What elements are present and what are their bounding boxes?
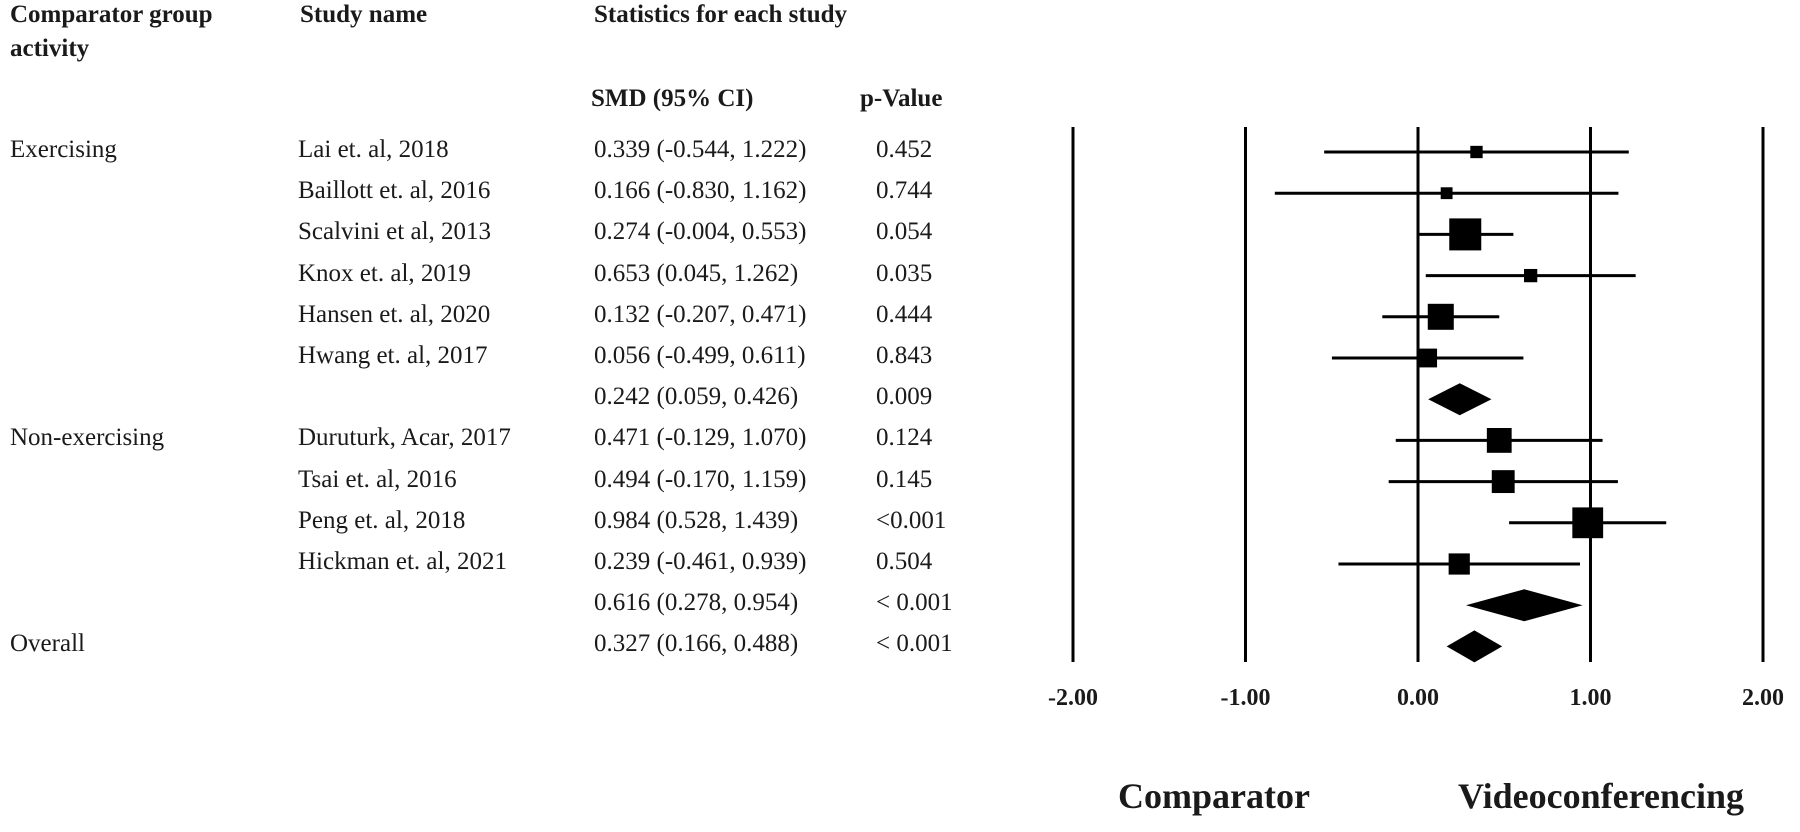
summary-diamond [1465, 589, 1583, 622]
smd-ci-cell: 0.239 (-0.461, 0.939) [594, 548, 807, 575]
smd-ci-cell: 0.274 (-0.004, 0.553) [594, 218, 807, 246]
group-cell: Overall [10, 630, 85, 658]
smd-ci-cell: 0.471 (-0.129, 1.070) [594, 424, 807, 452]
point-estimate-marker [1427, 303, 1454, 330]
point-estimate-marker [1448, 553, 1470, 575]
study-name-cell: Baillott et. al, 2016 [298, 177, 491, 205]
p-value-cell: 0.124 [876, 424, 933, 452]
p-value-cell: < 0.001 [876, 589, 953, 617]
summary-diamond [1428, 383, 1492, 416]
point-estimate-marker [1470, 145, 1483, 159]
study-name-cell: Hansen et. al, 2020 [298, 300, 491, 328]
x-tick-label: 2.00 [1742, 685, 1784, 711]
p-value-cell: 0.444 [876, 300, 933, 328]
study-name-cell: Peng et. al, 2018 [298, 506, 466, 534]
header-group: Comparator group activity [10, 0, 213, 66]
point-estimate-marker [1486, 428, 1512, 453]
p-value-cell: 0.035 [876, 259, 933, 287]
p-value-cell: < 0.001 [876, 630, 953, 658]
x-tick-label: 1.00 [1570, 685, 1612, 711]
smd-ci-cell: 0.166 (-0.830, 1.162) [594, 177, 807, 205]
p-value-cell: 0.054 [876, 218, 933, 246]
summary-diamond [1446, 630, 1503, 663]
study-name-cell: Lai et. al, 2018 [298, 136, 449, 163]
point-estimate-marker [1449, 218, 1482, 251]
study-name-cell: Hickman et. al, 2021 [298, 548, 507, 575]
point-estimate-marker [1572, 507, 1604, 539]
p-value-cell: 0.009 [876, 383, 933, 411]
study-name-cell: Scalvini et al, 2013 [298, 218, 492, 246]
header-p: p-Value [860, 85, 943, 112]
study-name-cell: Tsai et. al, 2016 [298, 465, 457, 493]
x-tick-label: -1.00 [1221, 685, 1271, 711]
study-name-cell: Knox et. al, 2019 [298, 259, 471, 287]
smd-ci-cell: 0.327 (0.166, 0.488) [594, 630, 799, 658]
x-tick-label: -2.00 [1048, 685, 1098, 711]
study-name-cell: Duruturk, Acar, 2017 [298, 424, 511, 452]
point-estimate-marker [1440, 187, 1453, 200]
smd-ci-cell: 0.056 (-0.499, 0.611) [594, 342, 806, 369]
favours-comparator-label: Comparator [1118, 776, 1310, 816]
x-tick-label: 0.00 [1397, 685, 1439, 711]
smd-ci-cell: 0.132 (-0.207, 0.471) [594, 300, 807, 328]
smd-ci-cell: 0.242 (0.059, 0.426) [594, 383, 799, 411]
p-value-cell: 0.452 [876, 136, 933, 163]
smd-ci-cell: 0.653 (0.045, 1.262) [594, 259, 799, 287]
header-smd: SMD (95% CI) [591, 85, 754, 112]
header-study: Study name [300, 1, 428, 28]
header-stats: Statistics for each study [594, 1, 848, 28]
point-estimate-marker [1418, 348, 1438, 368]
header-group-line1: Comparator group [10, 1, 213, 28]
point-estimate-marker [1491, 470, 1515, 494]
favours-videoconferencing-label: Videoconferencing [1458, 776, 1744, 816]
p-value-cell: 0.843 [876, 342, 933, 369]
p-value-cell: 0.145 [876, 465, 933, 493]
p-value-cell: <0.001 [876, 506, 947, 534]
smd-ci-cell: 0.616 (0.278, 0.954) [594, 589, 799, 617]
p-value-cell: 0.744 [876, 177, 933, 205]
group-cell: Non-exercising [10, 424, 165, 452]
group-cell: Exercising [10, 136, 117, 163]
header-group-line2: activity [10, 35, 90, 62]
smd-ci-cell: 0.339 (-0.544, 1.222) [594, 136, 807, 163]
study-name-cell: Hwang et. al, 2017 [298, 342, 488, 369]
point-estimate-marker [1524, 268, 1538, 283]
p-value-cell: 0.504 [876, 548, 933, 575]
smd-ci-cell: 0.984 (0.528, 1.439) [594, 506, 799, 534]
smd-ci-cell: 0.494 (-0.170, 1.159) [594, 465, 807, 493]
